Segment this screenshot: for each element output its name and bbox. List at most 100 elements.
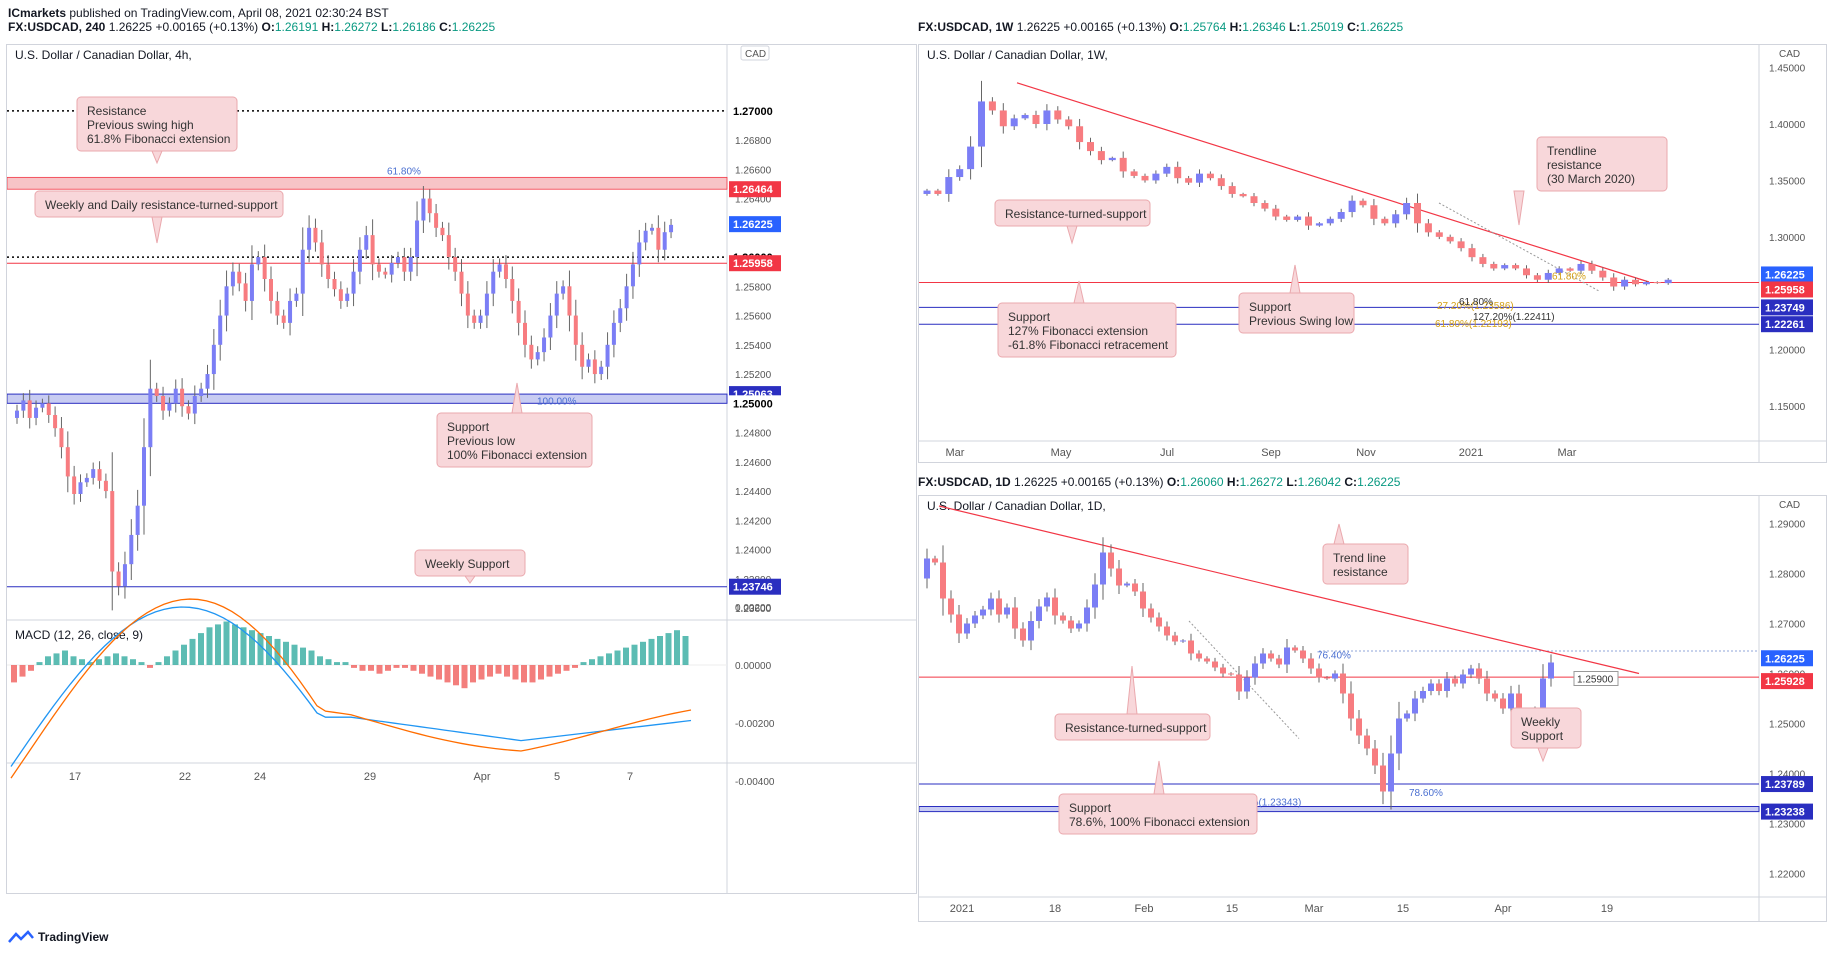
h4-candle [269, 279, 273, 301]
d1-high: 1.26272 [1239, 475, 1283, 489]
w1-candle [1206, 173, 1214, 179]
h4-open: 1.26191 [274, 20, 319, 34]
w1-candle [1555, 268, 1563, 273]
h4-macd-hist-bar [436, 665, 442, 680]
w1-candle [1141, 175, 1149, 181]
h4-candle [294, 293, 299, 301]
h4-macd-hist-bar [444, 665, 451, 683]
w1-candle [1610, 277, 1618, 287]
h4-macd-y-tick: -0.00400 [735, 777, 775, 788]
w1-price-badge: 1.26225 [1765, 269, 1805, 281]
w1-candle [1479, 257, 1487, 264]
h4-candle [491, 271, 496, 294]
h4-macd-hist-bar [376, 665, 383, 674]
d1-chart-panel[interactable]: U.S. Dollar / Canadian Dollar, 1D, CAD 76.… [918, 495, 1827, 922]
h4-candle [548, 315, 553, 338]
h4-candle [669, 224, 674, 233]
w1-candle [1108, 157, 1116, 161]
h4-candle [262, 257, 267, 279]
d1-candle [1164, 626, 1170, 636]
d1-note-support-fib-line: 78.6%, 100% Fibonacci extension [1069, 815, 1250, 829]
h4-fib-100-label: 100.00% [537, 396, 577, 407]
h4-macd-y-tick: -0.00200 [735, 719, 775, 730]
w1-x-tick: May [1051, 447, 1072, 459]
h4-note-weekly-daily-pointer [151, 216, 163, 244]
h4-macd-hist-bar [589, 659, 595, 665]
h4-chart[interactable]: U.S. Dollar / Canadian Dollar, 4h, CAD 61.… [7, 45, 916, 893]
d1-note-weekly-support-line: Weekly [1521, 715, 1560, 729]
d1-candle [1020, 628, 1026, 641]
publish-info: published on TradingView.com, April 08, … [69, 6, 389, 20]
w1-chart-panel[interactable]: U.S. Dollar / Canadian Dollar, 1W, CAD 61.… [918, 44, 1827, 463]
h4-candle [281, 315, 286, 323]
h4-macd-hist-bar [70, 656, 77, 665]
d1-candle [1100, 552, 1106, 585]
w1-note-support-fib-box [997, 302, 1177, 358]
h4-candle [586, 359, 591, 367]
w1-fib-label: 61.80%(1.22193) [1435, 319, 1512, 330]
h4-price: 1.26225 [108, 20, 153, 34]
h4-candle [173, 388, 178, 404]
h4-candle [446, 235, 451, 258]
d1-note-support-fib-pointer [1153, 760, 1165, 795]
w1-candle [1119, 157, 1127, 172]
h4-macd-hist-bar [342, 662, 349, 665]
d1-candle [1068, 620, 1074, 629]
d1-candle [1436, 683, 1442, 691]
w1-candle [1043, 110, 1051, 124]
h4-macd-hist-bar [631, 644, 638, 665]
h4-macd-hist-bar [283, 641, 289, 665]
h4-chart-title: U.S. Dollar / Canadian Dollar, 4h, [15, 48, 192, 62]
h4-chart-panel[interactable]: U.S. Dollar / Canadian Dollar, 4h, CAD 61.… [6, 44, 917, 894]
h4-macd-hist-bar [266, 636, 272, 665]
w1-candle [1446, 236, 1454, 242]
h4-macd-title: MACD (12, 26, close, 9) [15, 628, 143, 642]
h4-candle [218, 315, 223, 345]
h4-x-tick: Apr [473, 771, 490, 783]
h4-macd-hist-bar [164, 656, 170, 665]
w1-x-tick: Mar [1558, 447, 1577, 459]
h4-macd-hist-bar [665, 633, 672, 665]
h4-candle [440, 227, 445, 236]
d1-candle [1012, 607, 1018, 629]
w1-price: 1.26225 [1016, 20, 1061, 34]
h4-candle [580, 344, 585, 367]
h4-note-weekly-daily-line: Weekly and Daily resistance-turned-suppo… [45, 198, 278, 212]
w1-candle [945, 177, 953, 194]
h4-macd-hist-bar [19, 665, 26, 677]
h4-candle [567, 286, 572, 316]
h4-macd-hist-bar [96, 659, 102, 665]
h4-macd-hist-bar [249, 630, 255, 665]
d1-candle [1460, 674, 1466, 684]
d1-candle [1036, 606, 1042, 621]
w1-low: 1.25019 [1300, 20, 1344, 34]
h4-candle [332, 279, 337, 290]
d1-y-tick: 1.29000 [1769, 520, 1806, 531]
w1-high: 1.26346 [1242, 20, 1286, 34]
h4-candle [161, 396, 166, 411]
d1-candle [1212, 661, 1218, 668]
d1-candle [1332, 673, 1338, 679]
d1-chart[interactable]: U.S. Dollar / Canadian Dollar, 1D, CAD 76.… [919, 496, 1826, 921]
h4-macd-hist-bar [206, 627, 213, 665]
w1-chart[interactable]: U.S. Dollar / Canadian Dollar, 1W, CAD 61.… [919, 45, 1826, 462]
h4-price-badge: 1.25000 [733, 398, 773, 410]
w1-candle [1533, 275, 1541, 280]
d1-candle [1140, 591, 1146, 609]
d1-note-weekly-support-box [1510, 707, 1582, 749]
w1-candle [1381, 218, 1389, 224]
w1-note-support-fib-line: 127% Fibonacci extension [1008, 324, 1148, 338]
tradingview-logo[interactable]: TradingView [8, 930, 108, 944]
w1-candle [1621, 279, 1629, 287]
w1-change: +0.00165 (+0.13%) [1063, 20, 1167, 34]
d1-c-label: C: [1344, 475, 1358, 489]
d1-candle [1292, 647, 1298, 651]
d1-candle [1196, 653, 1202, 659]
d1-candle [1428, 683, 1434, 691]
w1-candle [1326, 218, 1334, 224]
h4-y-tick: 1.26400 [735, 195, 772, 206]
h4-candle [376, 264, 381, 272]
d1-candle [1276, 658, 1282, 665]
h4-candle [313, 227, 318, 243]
h4-candle [478, 315, 483, 323]
